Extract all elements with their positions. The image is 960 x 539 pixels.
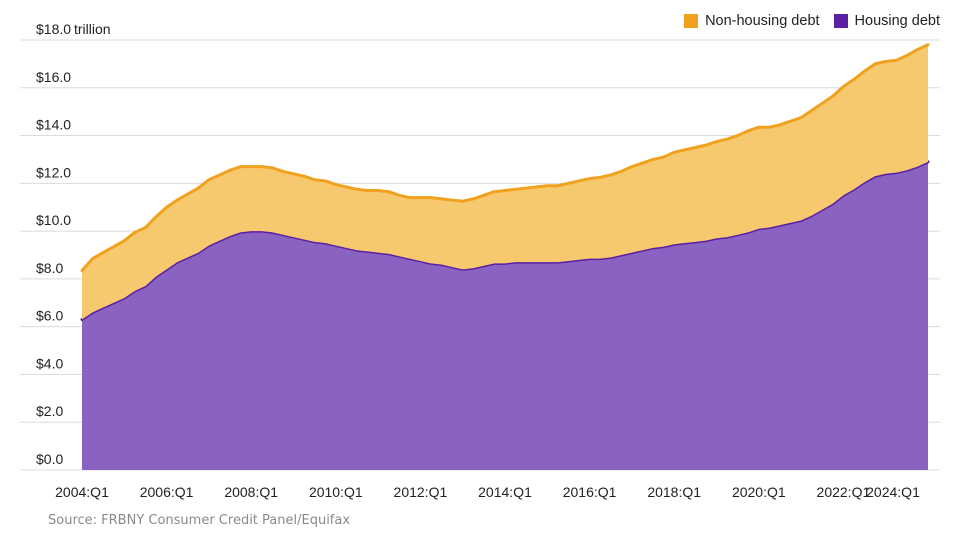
x-tick-label: 2020:Q1: [732, 484, 786, 500]
x-tick-label: 2004:Q1: [55, 484, 109, 500]
x-tick-label: 2024:Q1: [866, 484, 920, 500]
chart-legend: Non-housing debt Housing debt: [684, 13, 940, 29]
x-tick-label: 2016:Q1: [563, 484, 617, 500]
x-tick-label: 2022:Q1: [817, 484, 871, 500]
legend-label-housing: Housing debt: [854, 13, 940, 29]
line-non-housing: [80, 43, 930, 273]
y-tick-label: $6.0: [36, 308, 63, 324]
legend-item-non-housing: Non-housing debt: [684, 13, 820, 29]
y-tick-label: $14.0: [36, 117, 71, 133]
y-tick-label: $2.0: [36, 403, 63, 419]
source-note: Source: FRBNY Consumer Credit Panel/Equi…: [48, 513, 351, 528]
y-axis-unit-label: trillion: [74, 21, 111, 37]
y-axis-ticks: $0.0 $2.0 $4.0 $6.0 $8.0 $10.0 $12.0 $14.0 $16.0…: [36, 21, 71, 467]
y-tick-label: $12.0: [36, 164, 71, 180]
plot-areas: [80, 43, 930, 471]
x-tick-label: 2012:Q1: [394, 484, 448, 500]
y-tick-label: $10.0: [36, 212, 71, 228]
x-tick-label: 2010:Q1: [309, 484, 363, 500]
area-non-housing: [82, 44, 928, 320]
legend-swatch-non-housing: [684, 14, 699, 28]
y-tick-label: $18.0: [36, 21, 71, 37]
legend-label-non-housing: Non-housing debt: [705, 13, 820, 29]
x-tick-label: 2006:Q1: [140, 484, 194, 500]
x-axis-ticks: 2004:Q1 2006:Q1 2008:Q1 2010:Q1 2012:Q1 2014:…: [55, 484, 920, 500]
x-tick-label: 2014:Q1: [478, 484, 532, 500]
y-tick-label: $8.0: [36, 260, 63, 276]
y-tick-label: $0.0: [36, 451, 63, 467]
x-tick-label: 2008:Q1: [224, 484, 278, 500]
y-tick-label: $4.0: [36, 355, 63, 371]
legend-item-housing: Housing debt: [833, 13, 940, 29]
y-tick-label: $16.0: [36, 69, 71, 85]
legend-swatch-housing: [833, 14, 848, 28]
x-tick-label: 2018:Q1: [647, 484, 701, 500]
